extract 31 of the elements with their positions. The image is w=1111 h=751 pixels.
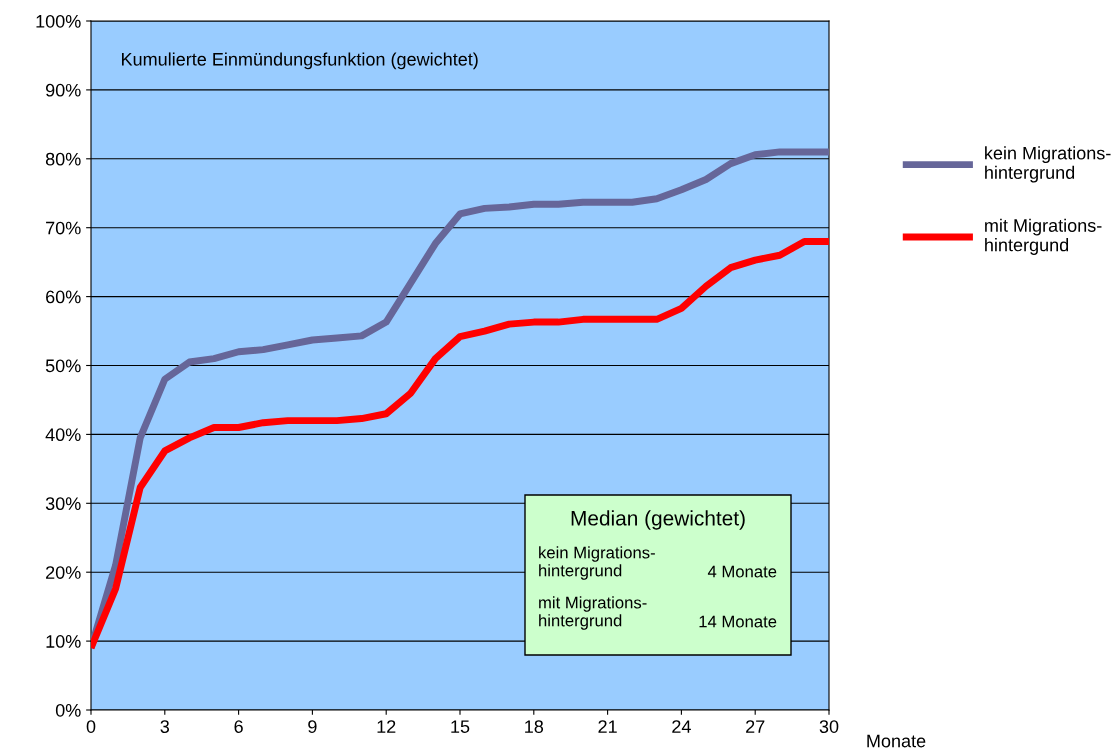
text: Kumulierte Einmündungsfunktion (gewichtet)	[122, 52, 478, 70]
y-tick-label: 100%	[36, 14, 81, 28]
y-tick-label: 30%	[45, 497, 81, 511]
y-tick-label: 0%	[55, 703, 81, 717]
x-tick-label: 30	[819, 720, 839, 733]
x-tick-label: 9	[308, 720, 317, 733]
y-tick-label: 90%	[45, 83, 81, 97]
annotation: Median (gewichtet)	[571, 510, 745, 530]
y-tick-label: 70%	[46, 221, 81, 235]
annotation: kein Migrations- hintergrund	[539, 546, 655, 580]
x-tick-label: 0	[86, 720, 96, 733]
x-tick-label: 21	[598, 720, 617, 733]
x-tick-label: 18	[525, 720, 544, 733]
y-tick-label: 60%	[46, 290, 81, 304]
x-axis-title: Monate	[867, 734, 926, 748]
annotation: mit Migrations- hintergrund	[539, 596, 647, 630]
y-tick-label: 50%	[45, 359, 81, 373]
y-tick-label: 20%	[46, 566, 81, 579]
x-tick-label: 24	[672, 720, 691, 733]
y-tick-label: 80%	[45, 152, 81, 166]
x-tick-label: 6	[234, 720, 243, 733]
x-tick-label: 3	[160, 720, 170, 733]
legend-label: mit Migrations- hintergund	[985, 218, 1102, 255]
x-tick-label: 15	[451, 720, 470, 733]
legend-label: kein Migrations- hintergrund	[985, 146, 1111, 183]
y-tick-label: 40%	[45, 428, 81, 442]
x-tick-label: 12	[377, 720, 396, 733]
annotation: 14 Monate	[699, 615, 777, 628]
x-tick-label: 27	[746, 720, 765, 733]
annotation: 4 Monate	[707, 565, 777, 578]
y-tick-label: 10%	[46, 635, 81, 648]
